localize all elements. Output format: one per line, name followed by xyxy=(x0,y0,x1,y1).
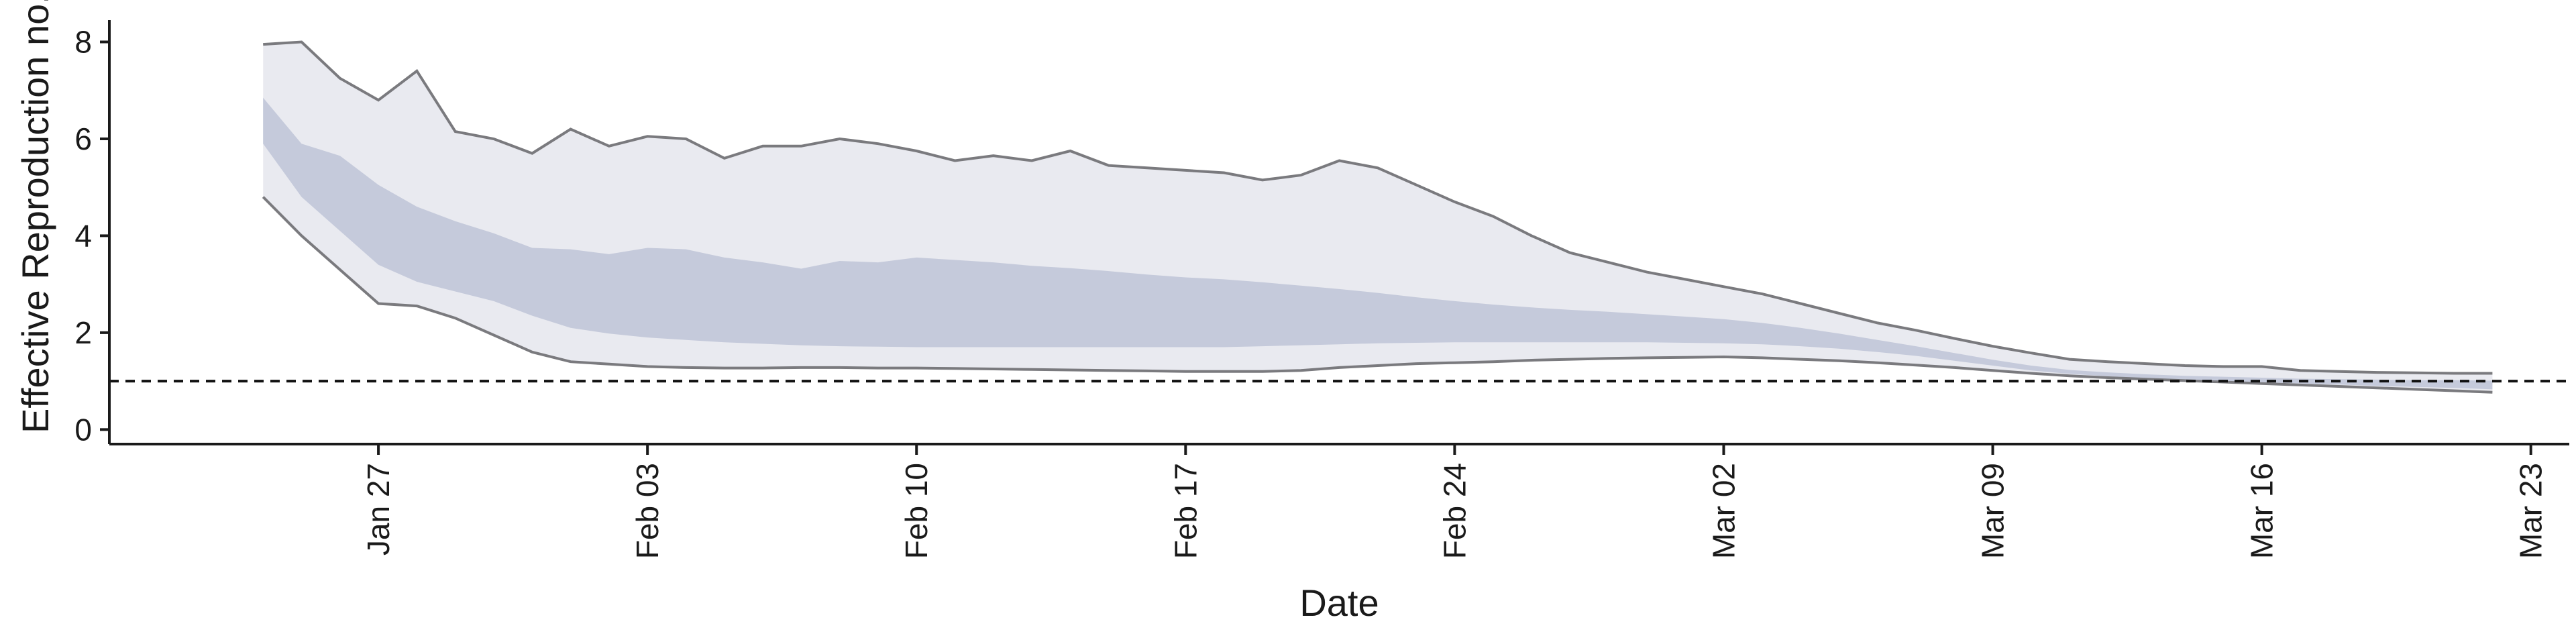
y-ticks: 0 2 4 6 8 xyxy=(74,25,109,447)
x-tick-label: Mar 23 xyxy=(2514,463,2548,559)
outer-upper-line xyxy=(263,40,2493,375)
outer-lower-line xyxy=(262,196,2493,394)
bound-lines xyxy=(262,40,2493,394)
x-tick-label: Feb 24 xyxy=(1437,463,1472,559)
x-tick-label: Feb 10 xyxy=(899,463,934,559)
x-tick-label: Jan 27 xyxy=(361,463,396,555)
x-ticks: Jan 27 Feb 03 Feb 10 Feb 17 Feb 24 Mar 02 Mar … xyxy=(361,444,2548,559)
x-tick-label: Feb 17 xyxy=(1168,463,1203,559)
y-axis-title: Effective Reproduction no. xyxy=(14,0,56,433)
inner-band xyxy=(263,97,2493,390)
x-tick-label: Mar 16 xyxy=(2245,463,2279,559)
y-tick-label: 8 xyxy=(74,25,92,60)
bands xyxy=(263,42,2493,392)
y-tick-label: 6 xyxy=(74,121,92,156)
x-tick-label: Mar 02 xyxy=(1706,463,1741,559)
x-tick-label: Feb 03 xyxy=(630,463,665,559)
y-tick-label: 2 xyxy=(74,315,92,350)
y-tick-label: 4 xyxy=(74,218,92,253)
x-tick-label: Mar 09 xyxy=(1976,463,2010,559)
y-tick-label: 0 xyxy=(74,412,92,447)
x-axis-title: Date xyxy=(1299,582,1379,624)
